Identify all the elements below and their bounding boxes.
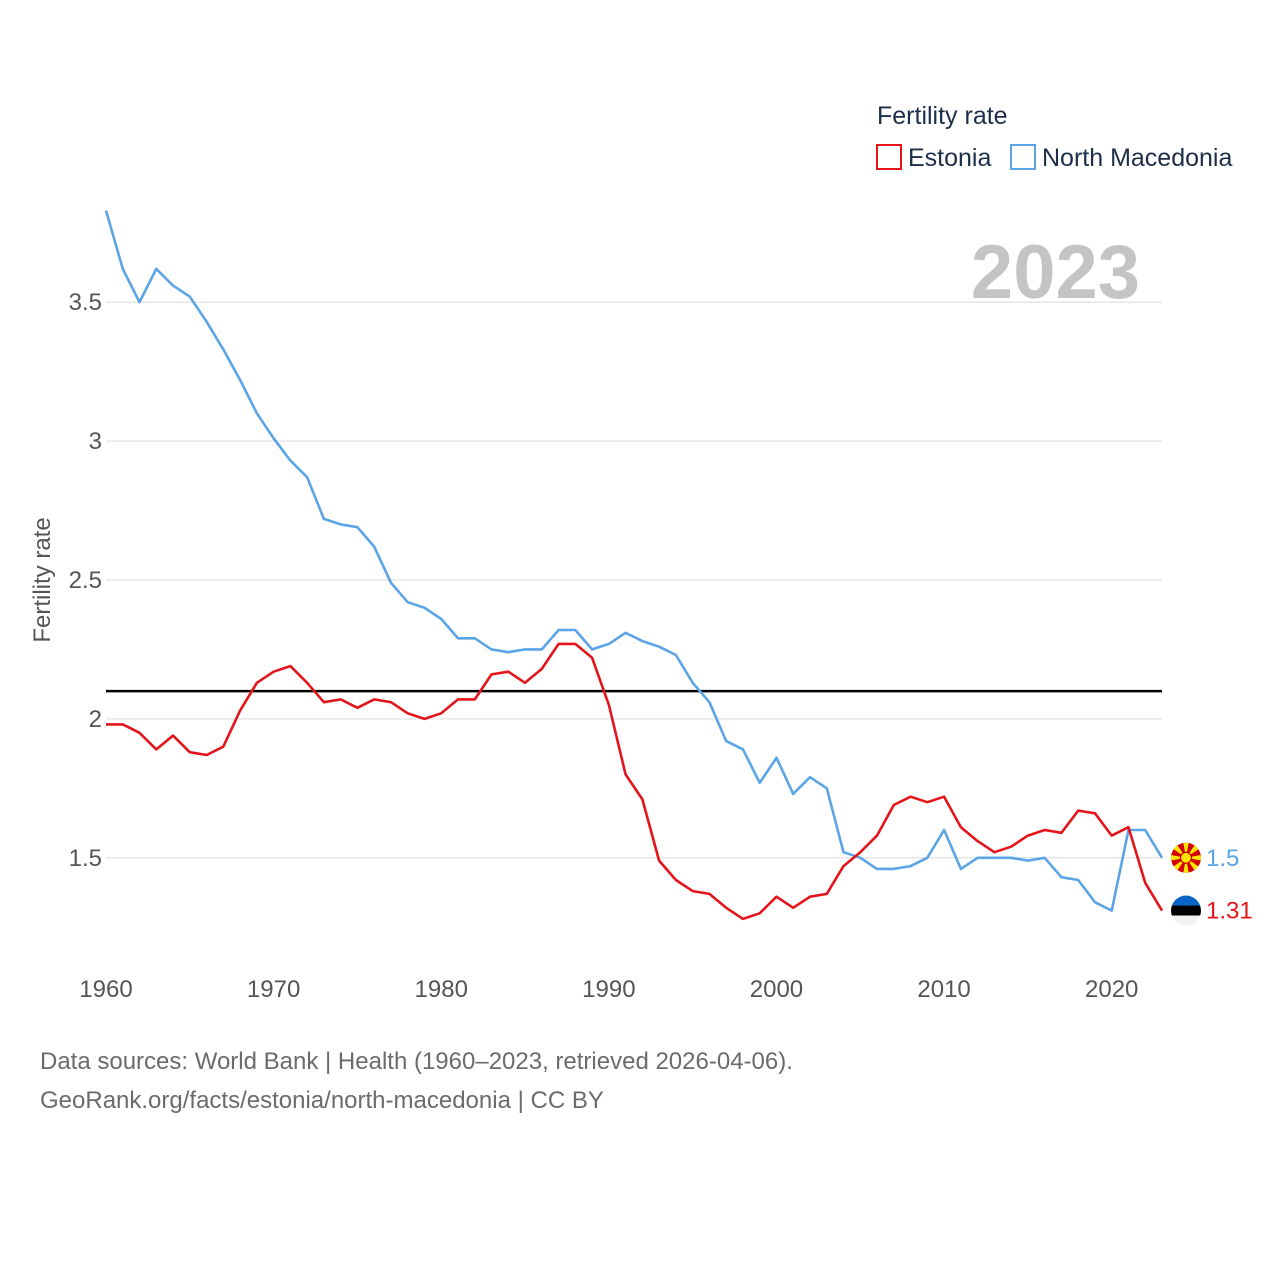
legend-label-north-macedonia[interactable]: North Macedonia — [1042, 144, 1232, 172]
end-label-estonia: 1.31 — [1206, 898, 1253, 925]
y-axis-ticks: 1.5 2 2.5 3 3.5 — [69, 289, 102, 872]
x-tick-label: 1990 — [582, 976, 635, 1003]
year-label: 2023 — [971, 230, 1140, 315]
series-line-estonia[interactable] — [106, 642, 1164, 921]
y-tick-label: 2 — [89, 706, 102, 733]
end-label-north-macedonia: 1.5 — [1206, 845, 1239, 872]
x-tick-label: 2000 — [750, 976, 803, 1003]
legend-title: Fertility rate — [877, 102, 1008, 130]
x-tick-label: 2020 — [1085, 976, 1138, 1003]
legend-label-estonia[interactable]: Estonia — [908, 144, 991, 172]
x-tick-label: 2010 — [917, 976, 970, 1003]
estonia-flag — [1171, 895, 1201, 926]
series-lines — [104, 210, 1164, 921]
series-end-markers: 1.31 1.5 — [1171, 842, 1253, 926]
y-tick-label: 3.5 — [69, 289, 102, 316]
license-line: GeoRank.org/facts/estonia/north-macedoni… — [40, 1087, 604, 1114]
source-line: Data sources: World Bank | Health (1960–… — [40, 1048, 793, 1075]
legend: Fertility rate Estonia North Macedonia — [876, 102, 1232, 172]
y-axis-title: Fertility rate — [29, 517, 56, 642]
y-tick-label: 3 — [89, 428, 102, 455]
gridlines — [106, 301, 1162, 859]
north-macedonia-flag — [1171, 842, 1201, 873]
y-tick-label: 1.5 — [69, 845, 102, 872]
x-axis-ticks: 1960 1970 1980 1990 2000 2010 2020 — [79, 976, 1138, 1003]
x-tick-label: 1970 — [247, 976, 300, 1003]
y-tick-label: 2.5 — [69, 567, 102, 594]
series-line-north-macedonia[interactable] — [104, 210, 1164, 912]
legend-swatch-north-macedonia[interactable] — [1010, 144, 1036, 170]
source-note: Data sources: World Bank | Health (1960–… — [40, 1042, 793, 1120]
x-tick-label: 1960 — [79, 976, 132, 1003]
x-tick-label: 1980 — [415, 976, 468, 1003]
legend-swatch-estonia[interactable] — [876, 144, 902, 170]
